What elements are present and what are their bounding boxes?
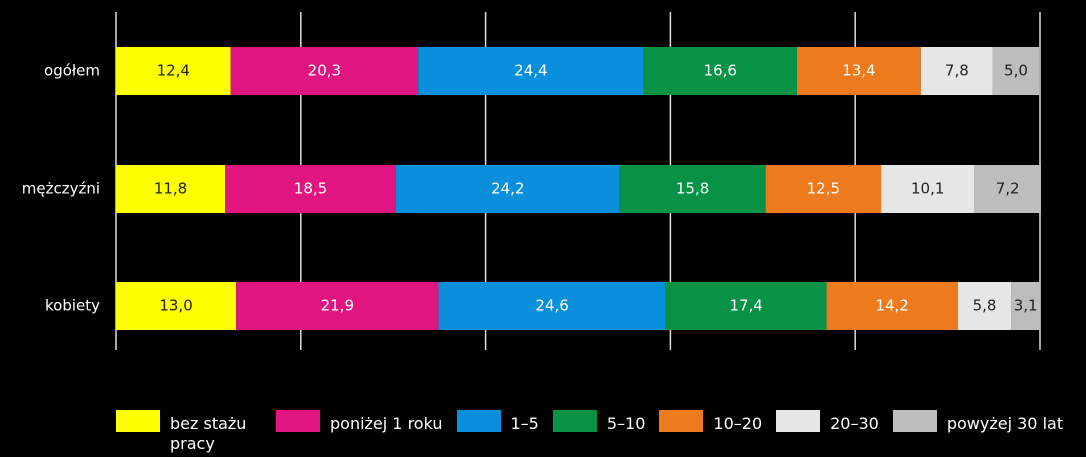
value-label: 14,2 [875,297,908,315]
category-label: kobiety [45,297,100,315]
value-label: 5,8 [973,297,997,315]
bar-segment [765,165,882,213]
legend-swatch [892,410,937,432]
bar-segment [619,165,766,213]
value-label: 5,0 [1004,62,1028,80]
legend-label: 20–30 [830,414,879,433]
bar-segment [920,47,993,95]
bar-segment [643,47,797,95]
value-label: 17,4 [729,297,762,315]
legend-item: powyżej 30 lat [892,410,1064,454]
legend-label: 1–5 [510,414,539,433]
legend-swatch [552,410,597,432]
legend-label: poniżej 1 roku [330,414,443,433]
category-label: mężczyźni [22,180,100,198]
bar-segment [418,47,644,95]
value-label: 12,5 [807,180,840,198]
bar-segment [957,282,1012,330]
bar-segment [230,47,419,95]
legend-item: poniżej 1 roku [276,410,443,454]
category-label: ogółem [44,62,100,80]
legend-item: 10–20 [659,410,762,454]
legend-item: 1–5 [456,410,539,454]
legend-item: 20–30 [776,410,879,454]
value-label: 24,6 [535,297,568,315]
legend-swatch [276,410,320,432]
legend-swatch [456,410,501,432]
bar-segment [881,165,975,213]
legend-item: 5–10 [552,410,646,454]
value-label: 15,8 [676,180,709,198]
bar-segment [395,165,620,213]
legend-label: 10–20 [713,414,763,433]
bar-segment [236,282,439,330]
legend-swatch [776,410,821,432]
bar-segment [992,47,1040,95]
value-label: 10,1 [911,180,944,198]
bar-segment [796,47,921,95]
value-label: 13,4 [842,62,875,80]
bar-segment [665,282,827,330]
bar-segment [1011,282,1040,330]
value-label: 18,5 [294,180,327,198]
value-label: 21,9 [321,297,354,315]
legend-swatch [659,410,704,432]
bar-segment [974,165,1041,213]
value-label: 7,8 [945,62,969,80]
value-label: 7,2 [996,180,1020,198]
bar-segment [438,282,666,330]
legend-label: bez stażu pracy [170,414,247,453]
value-label: 12,4 [157,62,190,80]
bar-segment [116,165,226,213]
bar-segment [116,282,237,330]
value-label: 20,3 [308,62,341,80]
legend-item: bez stażu pracy [116,410,262,454]
bar-segment [826,282,958,330]
legend-label: 5–10 [606,414,646,433]
value-label: 13,0 [159,297,192,315]
value-label: 24,4 [514,62,547,80]
value-label: 11,8 [154,180,187,198]
chart: ogółem 12,4 20,3 24,4 16,6 13,4 7,8 5,0 mężczyźn… [22,12,1041,350]
legend: bez stażu pracy poniżej 1 roku 1–5 5–10 10–2… [116,410,1077,454]
value-label: 3,1 [1014,297,1038,315]
legend-label: powyżej 30 lat [946,414,1064,433]
bar-segment [116,47,231,95]
legend-swatch [116,410,160,432]
bar-segment [225,165,396,213]
value-label: 16,6 [704,62,737,80]
value-label: 24,2 [491,180,524,198]
